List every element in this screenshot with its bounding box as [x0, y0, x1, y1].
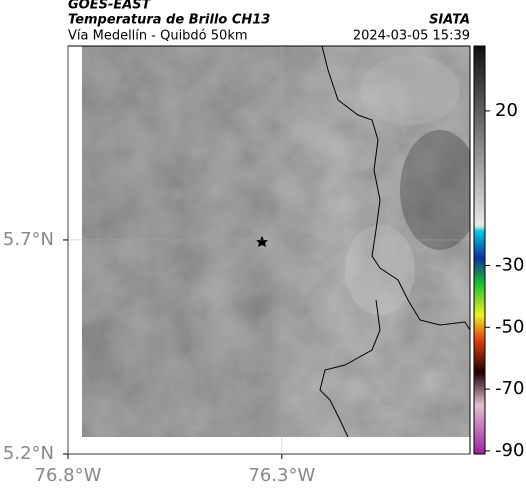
axes: 76.8°W 76.3°W 5.7°N 5.2°N 20 -30 -50 -70 -90	[3, 46, 524, 486]
title: Temperatura de Brillo CH13	[68, 13, 270, 28]
colorbar-tick-label: -30	[495, 254, 524, 275]
timestamp: 2024-03-05 15:39	[353, 29, 470, 44]
source: GOES-EAST	[68, 0, 152, 13]
lat-tick-label: 5.2°N	[3, 443, 54, 464]
org: SIATA	[429, 13, 470, 28]
colorbar-tick-label: 20	[495, 100, 518, 121]
colorbar-tick-label: -90	[495, 440, 524, 461]
satellite-image	[82, 46, 470, 437]
colorbar-tick-label: -70	[495, 378, 524, 399]
lon-tick-label: 76.3°W	[248, 465, 315, 486]
colorbar-tick-label: -50	[495, 316, 524, 337]
lon-tick-label: 76.8°W	[35, 465, 102, 486]
colorbar	[473, 45, 486, 455]
lat-tick-label: 5.7°N	[3, 229, 54, 250]
subtitle: Vía Medellín - Quibdó 50km	[68, 29, 248, 44]
